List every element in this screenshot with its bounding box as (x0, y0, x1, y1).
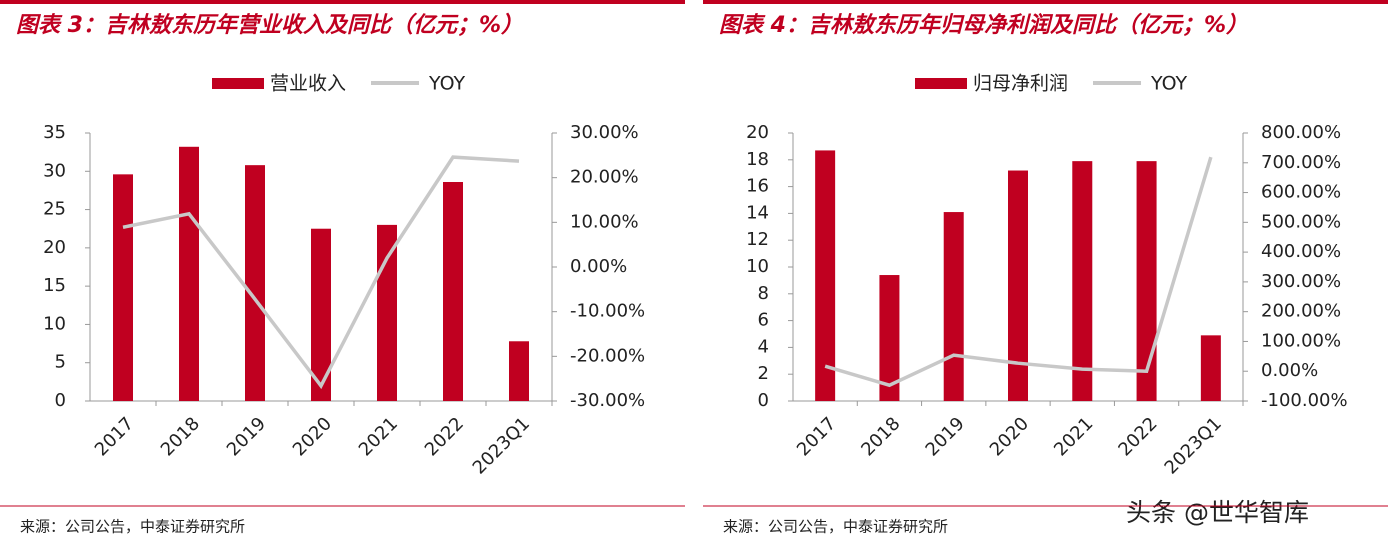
y2-tick-label: 0.00% (570, 256, 627, 277)
y2-tick-label: 400.00% (1261, 241, 1341, 262)
bar (1072, 161, 1093, 401)
title-rule (0, 0, 685, 4)
x-tick-label: 2019 (223, 413, 270, 460)
bar (245, 165, 265, 401)
x-tick-label: 2023Q1 (1161, 413, 1226, 478)
y-tick-label: 0 (55, 390, 66, 411)
watermark: 头条 @世华智库 (1126, 498, 1309, 527)
source: 来源：公司公告，中泰证券研究所 (20, 518, 245, 536)
x-tick-label: 2017 (91, 413, 138, 460)
y-tick-label: 2 (758, 363, 769, 384)
y-tick-label: 35 (43, 122, 66, 143)
y-tick-label: 0 (758, 390, 769, 411)
y-tick-label: 5 (55, 352, 66, 373)
y-tick-label: 10 (746, 256, 769, 277)
bar (509, 341, 529, 401)
bar (1008, 170, 1028, 401)
title-rule (703, 0, 1388, 4)
y-tick-label: 20 (746, 122, 769, 143)
bar (377, 224, 397, 401)
y2-tick-label: -20.00% (570, 345, 645, 366)
bar (879, 275, 900, 401)
y-tick-label: 12 (746, 229, 769, 250)
bar (443, 182, 463, 401)
x-tick-label: 2023Q1 (469, 413, 534, 478)
x-tick-label: 2019 (922, 413, 969, 460)
chart-title: 图表 3：吉林敖东历年营业收入及同比（亿元；%） (16, 12, 523, 38)
y2-tick-label: 300.00% (1261, 271, 1341, 292)
y2-tick-label: -30.00% (570, 390, 645, 411)
y2-tick-label: 20.00% (570, 167, 639, 188)
x-tick-label: 2017 (793, 413, 840, 460)
y2-tick-label: 500.00% (1261, 211, 1341, 232)
bar (943, 212, 964, 401)
bar (113, 174, 133, 401)
y2-tick-label: 10.00% (570, 211, 639, 232)
bar (815, 150, 836, 401)
legend-label: YOY (428, 73, 465, 95)
y2-tick-label: 700.00% (1261, 152, 1341, 173)
y-tick-label: 20 (43, 237, 66, 258)
y-tick-label: 8 (758, 283, 769, 304)
x-tick-label: 2021 (1050, 413, 1097, 460)
y2-tick-label: 800.00% (1261, 122, 1341, 143)
y2-tick-label: 200.00% (1261, 301, 1341, 322)
legend-swatch (212, 78, 264, 89)
line (122, 155, 520, 390)
y-tick-label: 18 (746, 149, 769, 170)
legend-label: 营业收入 (270, 73, 346, 95)
x-tick-label: 2022 (421, 413, 468, 460)
y2-tick-label: 0.00% (1261, 360, 1318, 381)
legend-label: 归母净利润 (973, 73, 1068, 95)
legend-label: YOY (1150, 73, 1187, 95)
y-tick-label: 4 (758, 336, 769, 357)
x-tick-label: 2018 (857, 413, 904, 460)
y2-tick-label: 100.00% (1261, 330, 1341, 351)
bar (1136, 161, 1157, 401)
bar (1200, 335, 1221, 401)
source: 来源：公司公告，中泰证券研究所 (723, 518, 948, 536)
chart-title: 图表 4：吉林敖东历年归母净利润及同比（亿元；%） (719, 12, 1248, 38)
y-tick-label: 30 (43, 160, 66, 181)
y-tick-label: 10 (43, 313, 66, 334)
bar (311, 228, 331, 401)
y2-tick-label: 30.00% (570, 122, 639, 143)
y-tick-label: 16 (746, 176, 769, 197)
x-tick-label: 2022 (1114, 413, 1161, 460)
y-tick-label: 15 (43, 275, 66, 296)
legend-swatch (915, 78, 967, 89)
y2-tick-label: 600.00% (1261, 182, 1341, 203)
x-tick-label: 2020 (986, 413, 1033, 460)
y2-tick-label: -100.00% (1261, 390, 1348, 411)
y-tick-label: 25 (43, 199, 66, 220)
line (824, 156, 1213, 388)
x-tick-label: 2018 (157, 413, 204, 460)
x-tick-label: 2020 (289, 413, 336, 460)
bar (179, 146, 199, 401)
y-tick-label: 6 (758, 310, 769, 331)
x-tick-label: 2021 (355, 413, 402, 460)
y-tick-label: 14 (746, 202, 769, 223)
y2-tick-label: -10.00% (570, 301, 645, 322)
